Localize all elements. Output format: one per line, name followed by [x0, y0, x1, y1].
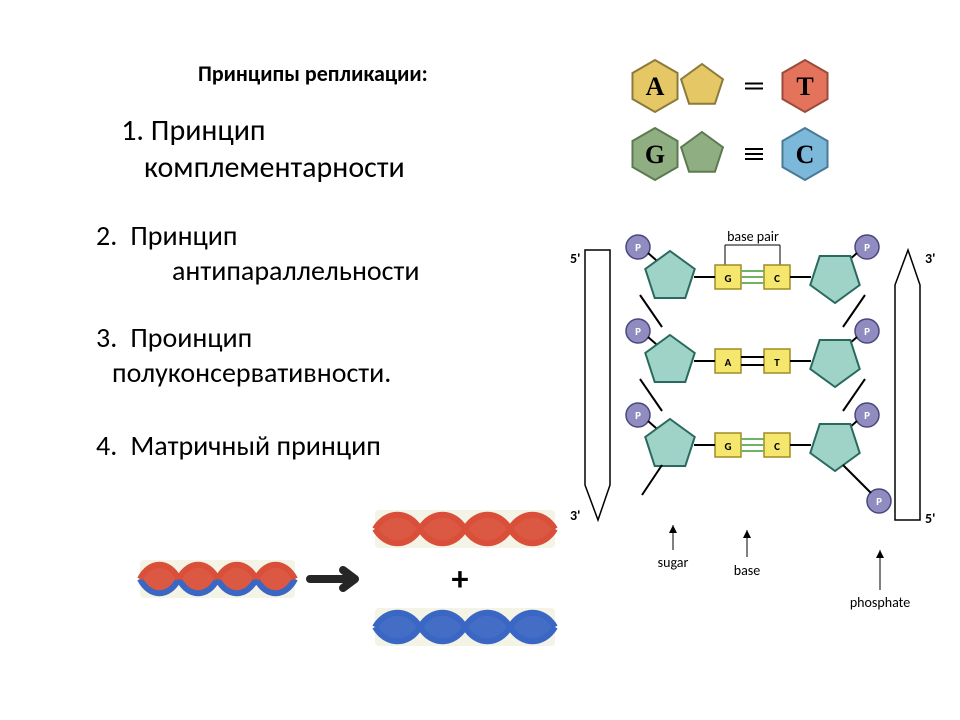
slide: Принципы репликации: 1. Принцип комплеме…: [0, 0, 960, 720]
principle-2: 2. Принцип антипараллельности: [96, 218, 420, 288]
svg-text:sugar: sugar: [658, 554, 689, 571]
svg-text:P: P: [635, 325, 641, 338]
principle-4: 4. Матричный принцип: [96, 428, 381, 463]
line1: Принцип: [151, 112, 266, 149]
line1: Принцип: [130, 218, 237, 253]
num: 2.: [96, 218, 124, 253]
svg-text:base pair: base pair: [727, 228, 779, 245]
svg-text:A: A: [725, 356, 732, 369]
svg-text:C: C: [774, 440, 780, 453]
line1: Матричный принцип: [130, 428, 380, 463]
svg-text:base: base: [734, 562, 761, 579]
svg-text:5': 5': [570, 250, 580, 267]
svg-text:A: A: [646, 72, 665, 101]
svg-text:G: G: [724, 440, 731, 453]
num: 4.: [96, 428, 124, 463]
dna-ladder-diagram: 5' 3' 3' 5' base pair P P G C P P A T P P G C Psugar base p…: [555, 225, 950, 625]
svg-text:5': 5': [925, 510, 935, 527]
svg-text:P: P: [864, 241, 870, 254]
svg-text:T: T: [774, 356, 780, 369]
svg-text:3': 3': [570, 507, 580, 524]
svg-text:G: G: [724, 272, 731, 285]
svg-text:G: G: [645, 140, 665, 169]
svg-text:P: P: [864, 325, 870, 338]
svg-text:T: T: [796, 72, 813, 101]
line1: Проинцип: [130, 320, 252, 355]
complementarity-diagram: A T G C: [600, 50, 930, 200]
line2: полуконсервативности.: [112, 355, 391, 390]
svg-text:P: P: [864, 409, 870, 422]
line2: антипараллельности: [172, 253, 420, 288]
heading: Принципы репликации:: [198, 60, 428, 87]
svg-text:+: +: [452, 559, 469, 600]
svg-text:C: C: [774, 272, 780, 285]
line2: комплементарности: [144, 149, 405, 186]
helix-replication-diagram: +: [140, 500, 570, 660]
principle-1: 1. Принцип комплементарности: [104, 112, 405, 186]
svg-text:P: P: [876, 495, 882, 508]
svg-text:P: P: [635, 241, 641, 254]
principle-3: 3. Проинцип полуконсервативности.: [96, 320, 391, 390]
num: 3.: [96, 320, 124, 355]
svg-text:3': 3': [925, 250, 935, 267]
svg-text:P: P: [635, 409, 641, 422]
num: 1.: [104, 112, 144, 149]
svg-text:phosphate: phosphate: [850, 594, 910, 611]
svg-text:C: C: [796, 140, 815, 169]
